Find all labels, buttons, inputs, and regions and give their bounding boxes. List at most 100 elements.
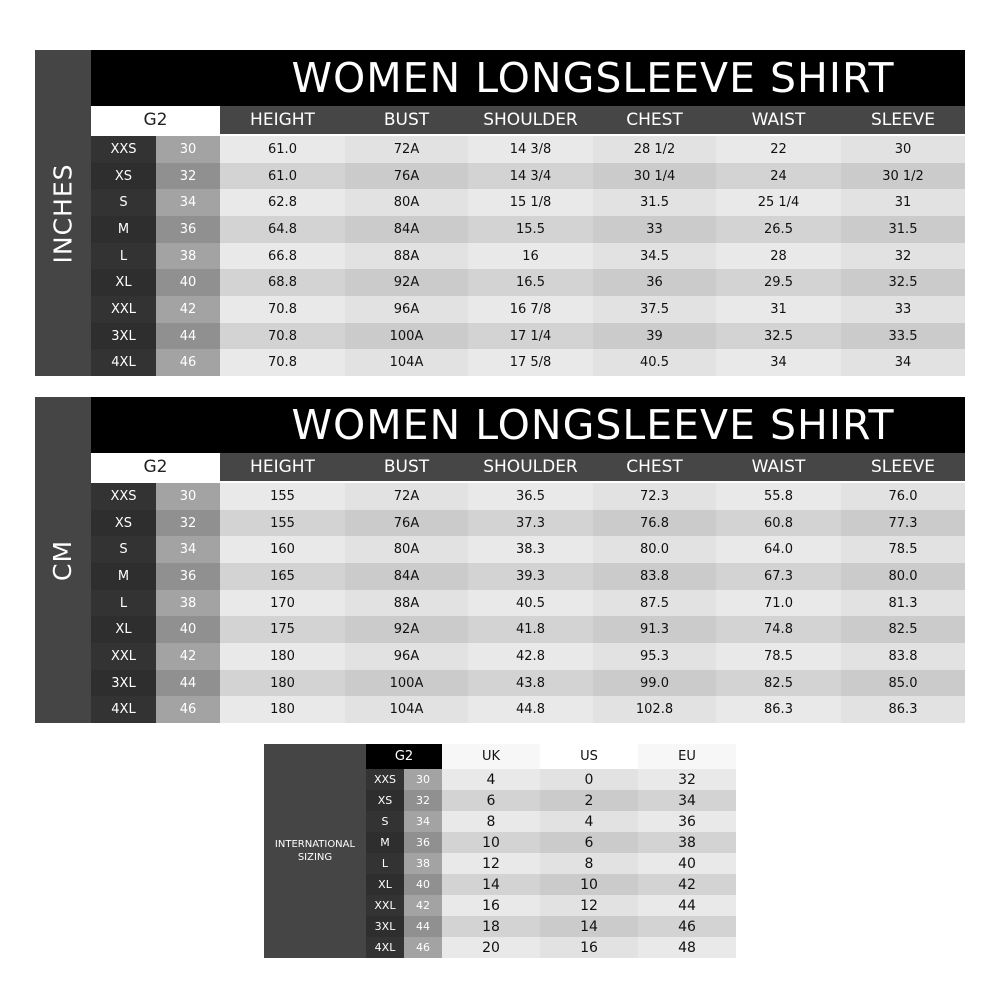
value-cell: 74.8 [716,616,841,644]
value-cell: 44 [638,895,736,916]
size-cell: 4XL [91,696,156,724]
value-cell: 87.5 [593,589,716,617]
value-cell: 88A [345,242,468,270]
g2-size-cell: 46 [156,349,220,377]
value-cell: 60.8 [716,509,841,537]
value-cell: 4 [442,769,540,790]
column-header-sleeve: SLEEVE [870,457,936,477]
value-cell: 31.5 [593,189,716,217]
value-cell: 92A [345,616,468,644]
column-header-height: HEIGHT [250,457,315,477]
value-cell: 84A [345,216,468,243]
value-cell: 16.5 [468,269,593,297]
value-cell: 33.5 [841,322,965,350]
g2-size-cell: 30 [156,136,220,163]
column-header-uk: UK [442,744,540,769]
value-cell: 31.5 [841,216,965,243]
value-cell: 83.8 [593,563,716,590]
table-row: XXS 30 4 0 32 [366,769,736,790]
value-cell: 99.0 [593,669,716,697]
unit-label: INCHES [48,163,78,263]
table-row: XXL 42 180 96A 42.8 95.3 78.5 83.8 [91,643,965,670]
column-header-shoulder: SHOULDER [483,457,578,477]
value-cell: 36.5 [468,483,593,510]
value-cell: 91.3 [593,616,716,644]
value-cell: 31 [841,189,965,217]
value-cell: 30 [841,136,965,163]
g2-size-cell: 44 [404,916,442,937]
size-cell: L [91,589,156,617]
value-cell: 61.0 [220,162,345,190]
unit-label-panel: CM [35,397,91,723]
international-sizing-table: INTERNATIONAL SIZING G2 UK US EU XXS 30 4 0 32… [264,744,736,958]
value-cell: 70.8 [220,322,345,350]
value-cell: 33 [841,296,965,323]
value-cell: 8 [442,811,540,832]
size-cell: 4XL [366,937,404,958]
value-cell: 32 [841,242,965,270]
value-cell: 96A [345,296,468,323]
column-header-height: HEIGHT [250,110,315,130]
value-cell: 32.5 [841,269,965,297]
value-cell: 16 [442,895,540,916]
g2-header: G2 [91,106,220,134]
size-cell: L [91,242,156,270]
g2-size-cell: 34 [404,811,442,832]
g2-size-cell: 30 [404,769,442,790]
international-sizing-label: INTERNATIONAL SIZING [264,744,366,958]
table-rows: XXS 30 61.0 72A 14 3/8 28 1/2 22 30 XS 32 61.0 76A 1… [91,134,965,377]
value-cell: 85.0 [841,669,965,697]
table-row: 4XL 46 20 16 48 [366,937,736,958]
table-row: L 38 66.8 88A 16 34.5 28 32 [91,242,965,270]
g2-size-cell: 40 [156,616,220,644]
value-cell: 68.8 [220,269,345,297]
value-cell: 6 [540,832,638,853]
g2-size-cell: 36 [404,832,442,853]
value-cell: 48 [638,937,736,958]
table-title: WOMEN LONGSLEEVE SHIRT [91,50,965,106]
value-cell: 8 [540,853,638,874]
size-cell: XL [91,269,156,297]
size-cell: XL [91,616,156,644]
g2-size-cell: 46 [156,696,220,724]
value-cell: 155 [220,483,345,510]
value-cell: 30 1/2 [841,162,965,190]
value-cell: 14 3/8 [468,136,593,163]
value-cell: 104A [345,696,468,724]
value-cell: 39 [593,322,716,350]
value-cell: 34.5 [593,242,716,270]
size-cell: L [366,853,404,874]
g2-size-cell: 46 [404,937,442,958]
size-cell: XXS [91,483,156,510]
value-cell: 84A [345,563,468,590]
value-cell: 37.3 [468,509,593,537]
table-row: XS 32 6 2 34 [366,790,736,811]
value-cell: 42 [638,874,736,895]
value-cell: 6 [442,790,540,811]
value-cell: 165 [220,563,345,590]
size-cell: S [366,811,404,832]
value-cell: 67.3 [716,563,841,590]
value-cell: 10 [540,874,638,895]
table-title: WOMEN LONGSLEEVE SHIRT [91,397,965,453]
table-row: L 38 170 88A 40.5 87.5 71.0 81.3 [91,589,965,617]
value-cell: 44.8 [468,696,593,724]
column-header-waist: WAIST [751,110,806,130]
table-row: XXL 42 16 12 44 [366,895,736,916]
value-cell: 40.5 [468,589,593,617]
value-cell: 175 [220,616,345,644]
table-row: 4XL 46 180 104A 44.8 102.8 86.3 86.3 [91,696,965,724]
value-cell: 96A [345,643,468,670]
value-cell: 55.8 [716,483,841,510]
g2-size-cell: 36 [156,563,220,590]
table-row: L 38 12 8 40 [366,853,736,874]
size-cell: M [366,832,404,853]
value-cell: 0 [540,769,638,790]
column-header-chest: CHEST [626,457,683,477]
column-header-waist: WAIST [751,457,806,477]
table-row: XXS 30 155 72A 36.5 72.3 55.8 76.0 [91,483,965,510]
value-cell: 14 [442,874,540,895]
g2-size-cell: 42 [404,895,442,916]
value-cell: 80.0 [841,563,965,590]
value-cell: 29.5 [716,269,841,297]
